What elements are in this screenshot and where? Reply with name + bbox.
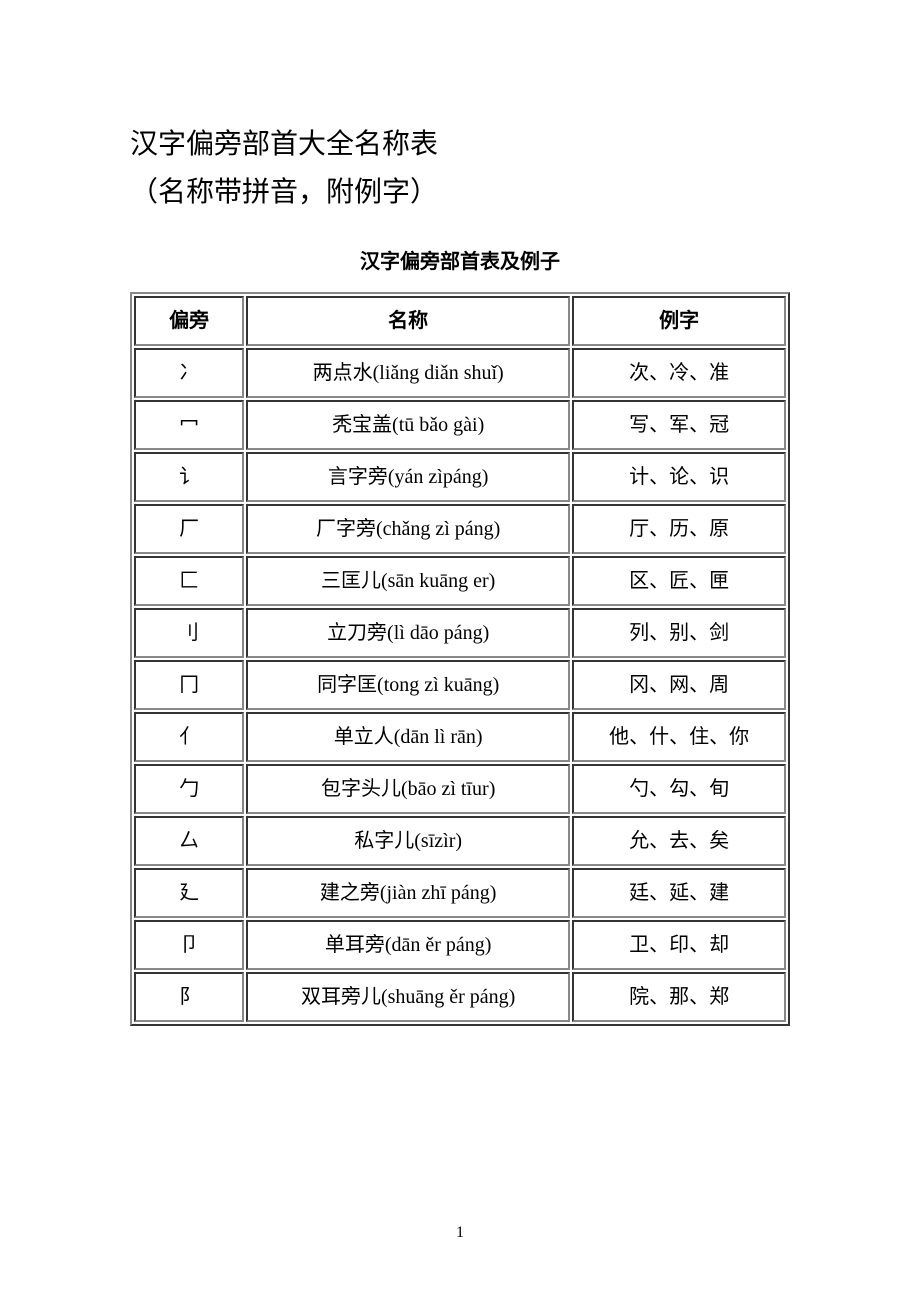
cell-name: 包字头儿(bāo zì tīur) xyxy=(246,764,570,814)
radical-table: 偏旁 名称 例字 冫 两点水(liǎng diǎn shuǐ) 次、冷、准 冖 … xyxy=(130,292,790,1026)
cell-example: 计、论、识 xyxy=(572,452,786,502)
header-name: 名称 xyxy=(246,296,570,346)
cell-example: 卫、印、却 xyxy=(572,920,786,970)
page-number: 1 xyxy=(456,1224,464,1242)
cell-name: 单耳旁(dān ěr páng) xyxy=(246,920,570,970)
cell-example: 勺、勾、旬 xyxy=(572,764,786,814)
cell-name: 立刀旁(lì dāo páng) xyxy=(246,608,570,658)
cell-radical: 讠 xyxy=(134,452,244,502)
cell-name: 两点水(liǎng diǎn shuǐ) xyxy=(246,348,570,398)
title-line-1: 汉字偏旁部首大全名称表 xyxy=(130,120,790,168)
cell-radical: 阝 xyxy=(134,972,244,1022)
title-line-2: （名称带拼音，附例字） xyxy=(130,168,790,216)
cell-radical: 刂 xyxy=(134,608,244,658)
cell-example: 写、军、冠 xyxy=(572,400,786,450)
table-row: 卩 单耳旁(dān ěr páng) 卫、印、却 xyxy=(134,920,786,970)
table-caption: 汉字偏旁部首表及例子 xyxy=(130,245,790,274)
cell-radical: 厂 xyxy=(134,504,244,554)
table-row: 冂 同字匡(tong zì kuāng) 冈、网、周 xyxy=(134,660,786,710)
table-header-row: 偏旁 名称 例字 xyxy=(134,296,786,346)
cell-radical: 亻 xyxy=(134,712,244,762)
table-row: 刂 立刀旁(lì dāo páng) 列、别、剑 xyxy=(134,608,786,658)
document-title-block: 汉字偏旁部首大全名称表 （名称带拼音，附例字） xyxy=(130,120,790,215)
cell-name: 单立人(dān lì rān) xyxy=(246,712,570,762)
table-row: 厶 私字儿(sīzìr) 允、去、矣 xyxy=(134,816,786,866)
header-radical: 偏旁 xyxy=(134,296,244,346)
table-row: 阝 双耳旁儿(shuāng ěr páng) 院、那、郑 xyxy=(134,972,786,1022)
cell-example: 允、去、矣 xyxy=(572,816,786,866)
cell-example: 区、匠、匣 xyxy=(572,556,786,606)
cell-name: 同字匡(tong zì kuāng) xyxy=(246,660,570,710)
cell-radical: 廴 xyxy=(134,868,244,918)
cell-name: 建之旁(jiàn zhī páng) xyxy=(246,868,570,918)
cell-radical: 勹 xyxy=(134,764,244,814)
cell-name: 厂字旁(chǎng zì páng) xyxy=(246,504,570,554)
cell-name: 私字儿(sīzìr) xyxy=(246,816,570,866)
table-row: 勹 包字头儿(bāo zì tīur) 勺、勾、旬 xyxy=(134,764,786,814)
cell-radical: 卩 xyxy=(134,920,244,970)
table-row: 亻 单立人(dān lì rān) 他、什、住、你 xyxy=(134,712,786,762)
cell-example: 次、冷、准 xyxy=(572,348,786,398)
cell-example: 他、什、住、你 xyxy=(572,712,786,762)
table-wrapper: 偏旁 名称 例字 冫 两点水(liǎng diǎn shuǐ) 次、冷、准 冖 … xyxy=(130,292,790,1026)
cell-example: 冈、网、周 xyxy=(572,660,786,710)
table-row: 廴 建之旁(jiàn zhī páng) 廷、延、建 xyxy=(134,868,786,918)
table-row: 匚 三匡儿(sān kuāng er) 区、匠、匣 xyxy=(134,556,786,606)
cell-radical: 匚 xyxy=(134,556,244,606)
header-example: 例字 xyxy=(572,296,786,346)
cell-name: 三匡儿(sān kuāng er) xyxy=(246,556,570,606)
cell-radical: 冂 xyxy=(134,660,244,710)
cell-example: 厅、历、原 xyxy=(572,504,786,554)
cell-name: 言字旁(yán zìpáng) xyxy=(246,452,570,502)
cell-radical: 厶 xyxy=(134,816,244,866)
table-row: 冫 两点水(liǎng diǎn shuǐ) 次、冷、准 xyxy=(134,348,786,398)
cell-radical: 冫 xyxy=(134,348,244,398)
table-body: 冫 两点水(liǎng diǎn shuǐ) 次、冷、准 冖 秃宝盖(tū bǎ… xyxy=(134,348,786,1022)
table-row: 厂 厂字旁(chǎng zì páng) 厅、历、原 xyxy=(134,504,786,554)
cell-radical: 冖 xyxy=(134,400,244,450)
cell-example: 廷、延、建 xyxy=(572,868,786,918)
cell-name: 双耳旁儿(shuāng ěr páng) xyxy=(246,972,570,1022)
table-row: 冖 秃宝盖(tū bǎo gài) 写、军、冠 xyxy=(134,400,786,450)
cell-example: 院、那、郑 xyxy=(572,972,786,1022)
table-row: 讠 言字旁(yán zìpáng) 计、论、识 xyxy=(134,452,786,502)
cell-name: 秃宝盖(tū bǎo gài) xyxy=(246,400,570,450)
cell-example: 列、别、剑 xyxy=(572,608,786,658)
